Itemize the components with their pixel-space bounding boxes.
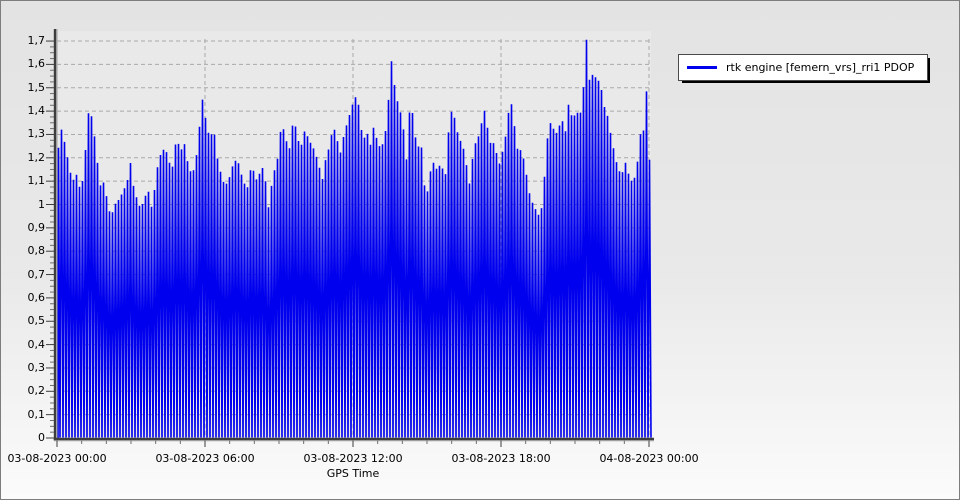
legend-series-label: rtk engine [femern_vrs]_rri1 PDOP — [726, 61, 915, 74]
x-tick-label: 03-08-2023 18:00 — [451, 452, 551, 465]
y-tick-label: 0,5 — [27, 314, 46, 328]
y-tick-label: 0,1 — [27, 407, 46, 421]
y-tick-label: 0,9 — [27, 220, 46, 234]
y-tick-label: 0,2 — [27, 384, 46, 398]
y-tick-label: 1,3 — [27, 127, 46, 141]
y-tick-label: 0,6 — [27, 290, 46, 304]
y-tick-label: 1 — [38, 197, 45, 211]
x-tick-label: 03-08-2023 06:00 — [155, 452, 255, 465]
x-tick-label: 04-08-2023 00:00 — [599, 452, 699, 465]
y-tick-label: 0 — [38, 431, 45, 444]
x-axis-title: GPS Time — [326, 467, 380, 480]
x-tick-label: 03-08-2023 00:00 — [7, 452, 107, 465]
x-tick-label: 03-08-2023 12:00 — [303, 452, 403, 465]
y-tick-label: 1,6 — [27, 57, 46, 71]
legend[interactable]: rtk engine [femern_vrs]_rri1 PDOP — [678, 54, 928, 81]
legend-line-sample — [687, 66, 717, 69]
y-tick-label: 0,4 — [27, 337, 46, 351]
y-tick-label: 1,5 — [27, 80, 46, 94]
y-tick-label: 1,1 — [27, 174, 46, 188]
y-tick-label: 1,2 — [27, 150, 46, 164]
y-tick-label: 0,3 — [27, 360, 46, 374]
y-tick-label: 0,7 — [27, 267, 46, 281]
y-tick-label: 1,7 — [27, 34, 46, 48]
y-tick-label: 1,4 — [27, 104, 46, 118]
y-tick-label: 0,8 — [27, 244, 46, 258]
pdop-trace[interactable] — [57, 39, 652, 439]
